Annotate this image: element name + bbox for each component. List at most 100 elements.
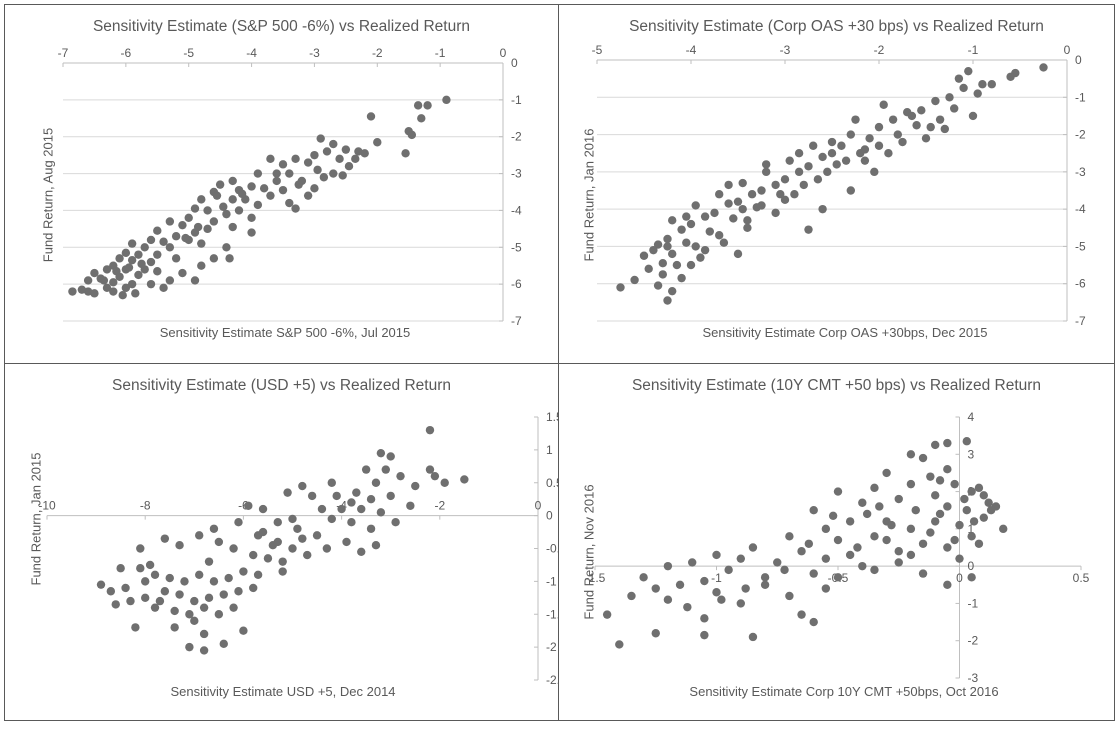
data-point (602, 610, 612, 619)
data-point (303, 550, 312, 560)
data-point (973, 89, 982, 98)
data-point (736, 599, 745, 608)
y-tick-label: 3 (968, 447, 975, 461)
data-point (83, 276, 93, 285)
data-point (185, 642, 194, 652)
data-point (894, 494, 903, 504)
data-point (150, 570, 160, 579)
data-point (931, 491, 940, 500)
data-point (712, 550, 721, 560)
data-point (984, 498, 993, 507)
data-point (893, 130, 902, 139)
data-point (178, 268, 187, 278)
data-point (911, 506, 920, 515)
data-point (856, 149, 865, 158)
data-point (700, 212, 710, 221)
data-point (797, 547, 806, 556)
data-point (327, 514, 336, 524)
y-tick-label: 0 (1075, 53, 1082, 67)
scatter-plot: -10-8-6-4-201.510.50-0.5-1-1.5-2-2.5 (38, 410, 558, 687)
data-point (111, 600, 120, 609)
data-point (199, 629, 209, 639)
scatter-plot: -7 -6 -5 -4 -3 -2 -1 00 -1 -2 -3 -4 -5 -6 -7 (58, 46, 522, 328)
data-point (627, 591, 636, 601)
data-point (197, 239, 206, 248)
data-point (317, 504, 327, 514)
data-point (190, 616, 199, 626)
data-point (931, 517, 940, 526)
y-tick-label: 0 (968, 559, 975, 573)
data-point (319, 173, 329, 182)
chart-panel-usd: Sensitivity Estimate (USD +5) vs Realize… (4, 363, 559, 721)
x-tick-label: -1.5 (585, 571, 606, 585)
data-point (959, 83, 968, 93)
data-point (102, 265, 112, 274)
data-point (841, 156, 851, 165)
y-tick-label: -3 (1075, 165, 1086, 179)
data-point (165, 217, 175, 226)
data-point (639, 573, 648, 582)
data-point (171, 232, 181, 241)
data-point (425, 425, 435, 435)
data-point (821, 584, 831, 593)
data-point (127, 239, 137, 248)
data-point (668, 286, 677, 296)
data-point (894, 547, 903, 556)
data-point (874, 141, 884, 150)
data-point (146, 279, 156, 289)
y-tick-label: -1 (546, 574, 557, 588)
data-point (263, 554, 273, 563)
data-point (691, 242, 700, 251)
data-point (335, 154, 344, 164)
data-point (968, 111, 978, 121)
data-point (442, 95, 451, 105)
data-point (853, 543, 862, 552)
y-tick-label: 1 (968, 522, 975, 536)
data-point (894, 558, 903, 567)
data-point (150, 603, 160, 612)
data-point (870, 565, 879, 575)
data-point (833, 487, 843, 496)
data-point (266, 191, 275, 200)
data-point (266, 154, 275, 164)
data-point (199, 603, 209, 612)
data-point (845, 550, 855, 560)
data-point (136, 544, 145, 553)
data-point (278, 185, 288, 195)
data-point (653, 281, 663, 290)
data-point (310, 184, 319, 193)
data-point (747, 190, 757, 199)
x-tick-label: 0 (956, 571, 963, 585)
data-point (964, 66, 973, 76)
data-point (986, 506, 996, 515)
data-point (860, 156, 870, 165)
data-point (677, 273, 686, 283)
data-point (940, 124, 949, 134)
data-point (760, 573, 770, 582)
data-point (249, 583, 258, 593)
data-point (818, 204, 827, 214)
y-tick-label: -7 (1075, 314, 1086, 328)
data-point (771, 180, 780, 190)
data-point (785, 156, 794, 165)
data-point (943, 465, 952, 474)
data-point (945, 93, 954, 102)
data-point (316, 134, 325, 143)
data-point (918, 569, 928, 578)
data-point (146, 235, 156, 245)
data-point (686, 260, 696, 270)
data-point (351, 154, 360, 164)
data-point (159, 237, 168, 246)
data-point (341, 145, 351, 154)
data-point (663, 242, 672, 251)
data-point (171, 254, 181, 263)
data-point (969, 517, 979, 526)
data-point (293, 524, 302, 533)
data-point (134, 270, 143, 280)
data-point (686, 219, 696, 229)
data-point (153, 226, 162, 235)
data-point (423, 101, 432, 110)
data-point (209, 217, 219, 226)
data-point (386, 452, 395, 461)
data-point (126, 596, 135, 606)
